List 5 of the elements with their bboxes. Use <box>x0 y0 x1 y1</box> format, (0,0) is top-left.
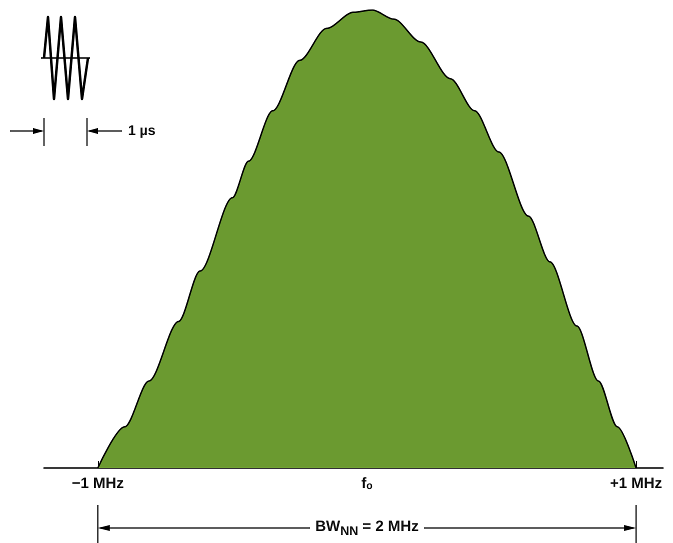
text: BW$_{NN}$ = 2 MHz <box>310 518 424 538</box>
x-tick-label: −1 MHz <box>72 475 124 492</box>
x-tick-label: fₒ <box>361 475 373 492</box>
x-tick-label: +1 MHz <box>610 475 662 492</box>
annotation: 1 µs <box>128 122 156 138</box>
